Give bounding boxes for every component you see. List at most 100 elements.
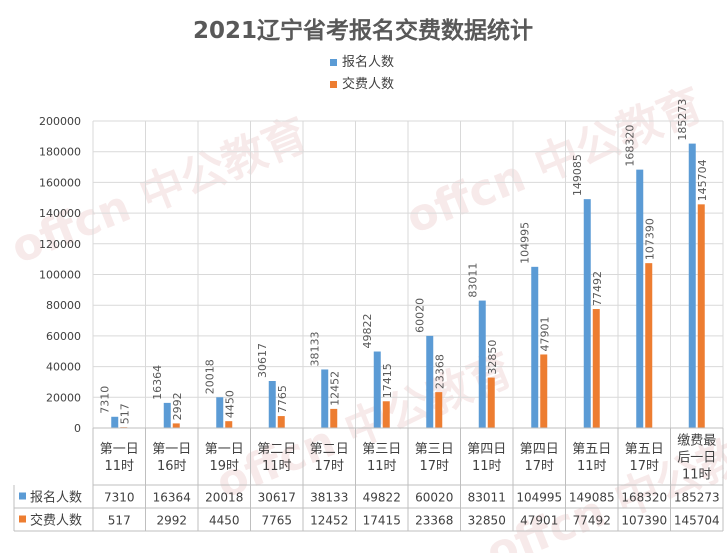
data-label-signup-5: 49822 [361,314,374,349]
category-label-1: 第一日 16时 [152,442,191,474]
table-cell-1-2: 4450 [209,514,240,528]
data-label-signup-9: 149085 [571,154,584,196]
table-cell-1-1: 2992 [156,514,187,528]
table-cell-0-0: 7310 [104,491,135,505]
data-label-signup-6: 60020 [414,298,427,333]
data-label-signup-10: 168320 [624,125,637,167]
bar-signup-2 [216,397,224,428]
category-label-0: 第一日 11时 [100,442,139,474]
category-label-7: 第四日 11时 [467,442,506,474]
table-cell-0-10: 168320 [621,491,667,505]
table-cell-0-7: 83011 [468,491,506,505]
bar-paid-10 [645,263,653,428]
category-label-11: 缴费最后一日 11时 [677,434,716,483]
data-label-signup-0: 7310 [99,386,112,414]
legend-swatch-0 [330,59,337,66]
bar-paid-6 [435,392,443,428]
category-label-line: 16时 [157,459,187,474]
table-cell-1-5: 17415 [363,514,401,528]
category-label-line: 缴费最 [677,434,716,449]
bar-signup-8 [531,266,539,428]
category-label-3: 第二日 11时 [257,442,296,474]
category-label-10: 第五日 17时 [625,442,664,474]
table-cell-0-4: 38133 [310,491,348,505]
table-cell-1-3: 7765 [261,514,292,528]
legend-label-1: 交费人数 [342,76,394,92]
bar-paid-8 [540,354,548,428]
category-label-8: 第四日 17时 [520,442,559,474]
y-tick-label: 180000 [39,146,81,159]
category-label-line: 第四日 [520,442,559,457]
data-label-paid-9: 77492 [591,271,604,306]
data-label-signup-8: 104995 [519,222,532,264]
legend-swatch-1 [330,81,337,88]
chart-title: 2021辽宁省考报名交费数据统计 [193,17,533,44]
bar-signup-6 [426,335,434,428]
table-cell-1-6: 23368 [415,514,453,528]
bars [111,143,705,429]
category-label-line: 第一日 [100,442,139,457]
table-cell-0-2: 20018 [205,491,243,505]
category-label-line: 第一日 [205,442,244,457]
bar-paid-7 [487,377,495,428]
table-cell-1-11: 145704 [674,514,720,528]
data-label-signup-3: 30617 [256,343,269,378]
bar-signup-3 [268,381,276,428]
category-label-9: 第五日 11时 [572,442,611,474]
table-swatch-0 [19,492,26,500]
table-cell-0-11: 185273 [674,491,720,505]
y-tick-label: 20000 [46,391,81,404]
category-label-line: 11时 [577,459,607,474]
y-tick-label: 140000 [39,207,81,220]
bar-signup-10 [636,169,644,429]
bar-signup-11 [688,143,696,428]
data-labels: 7310 16364 20018 30617 38133 49822 60020 83011 1… [99,99,710,425]
category-label-line: 11时 [104,459,134,474]
bar-paid-2 [225,421,233,428]
table-cell-1-0: 517 [108,514,131,528]
category-label-line: 第五日 [572,442,611,457]
table-swatch-1 [19,515,26,523]
data-label-signup-1: 16364 [151,365,164,400]
category-label-line: 第一日 [152,442,191,457]
data-label-paid-7: 32850 [486,340,499,375]
table-row-name-0: 报名人数 [30,490,82,506]
category-label-line: 11时 [682,468,712,483]
y-tick-label: 200000 [39,115,81,128]
bar-signup-5 [373,351,381,428]
data-label-signup-4: 38133 [309,331,322,366]
category-label-4: 第二日 17时 [310,442,349,474]
bar-signup-7 [478,300,486,428]
data-label-paid-3: 7765 [276,385,289,413]
bar-signup-1 [163,402,171,428]
data-label-signup-7: 83011 [466,263,479,298]
bar-signup-0 [111,416,119,428]
data-label-signup-2: 20018 [204,359,217,394]
category-label-line: 17时 [524,459,554,474]
bar-paid-1 [172,423,180,428]
category-label-line: 17时 [629,459,659,474]
y-tick-label: 40000 [46,361,81,374]
y-tick-label: 0 [74,422,81,435]
data-label-paid-8: 47901 [539,316,552,351]
category-label-line: 第四日 [467,442,506,457]
bar-paid-4 [330,408,338,428]
category-label-line: 第三日 [362,442,401,457]
category-label-5: 第三日 11时 [362,442,401,474]
category-label-line: 后一日 [677,451,716,466]
table-cell-0-1: 16364 [153,491,191,505]
category-label-line: 11时 [367,459,397,474]
data-label-paid-11: 145704 [696,159,709,201]
category-label-6: 第三日 17时 [415,442,454,474]
legend-label-0: 报名人数 [342,54,394,70]
category-label-line: 11时 [262,459,292,474]
category-label-line: 17时 [419,459,449,474]
y-tick-label: 100000 [39,269,81,282]
table-cell-1-7: 32850 [468,514,506,528]
table-cell-1-8: 47901 [520,514,558,528]
bar-paid-9 [592,309,600,428]
table-cell-1-4: 12452 [310,514,348,528]
